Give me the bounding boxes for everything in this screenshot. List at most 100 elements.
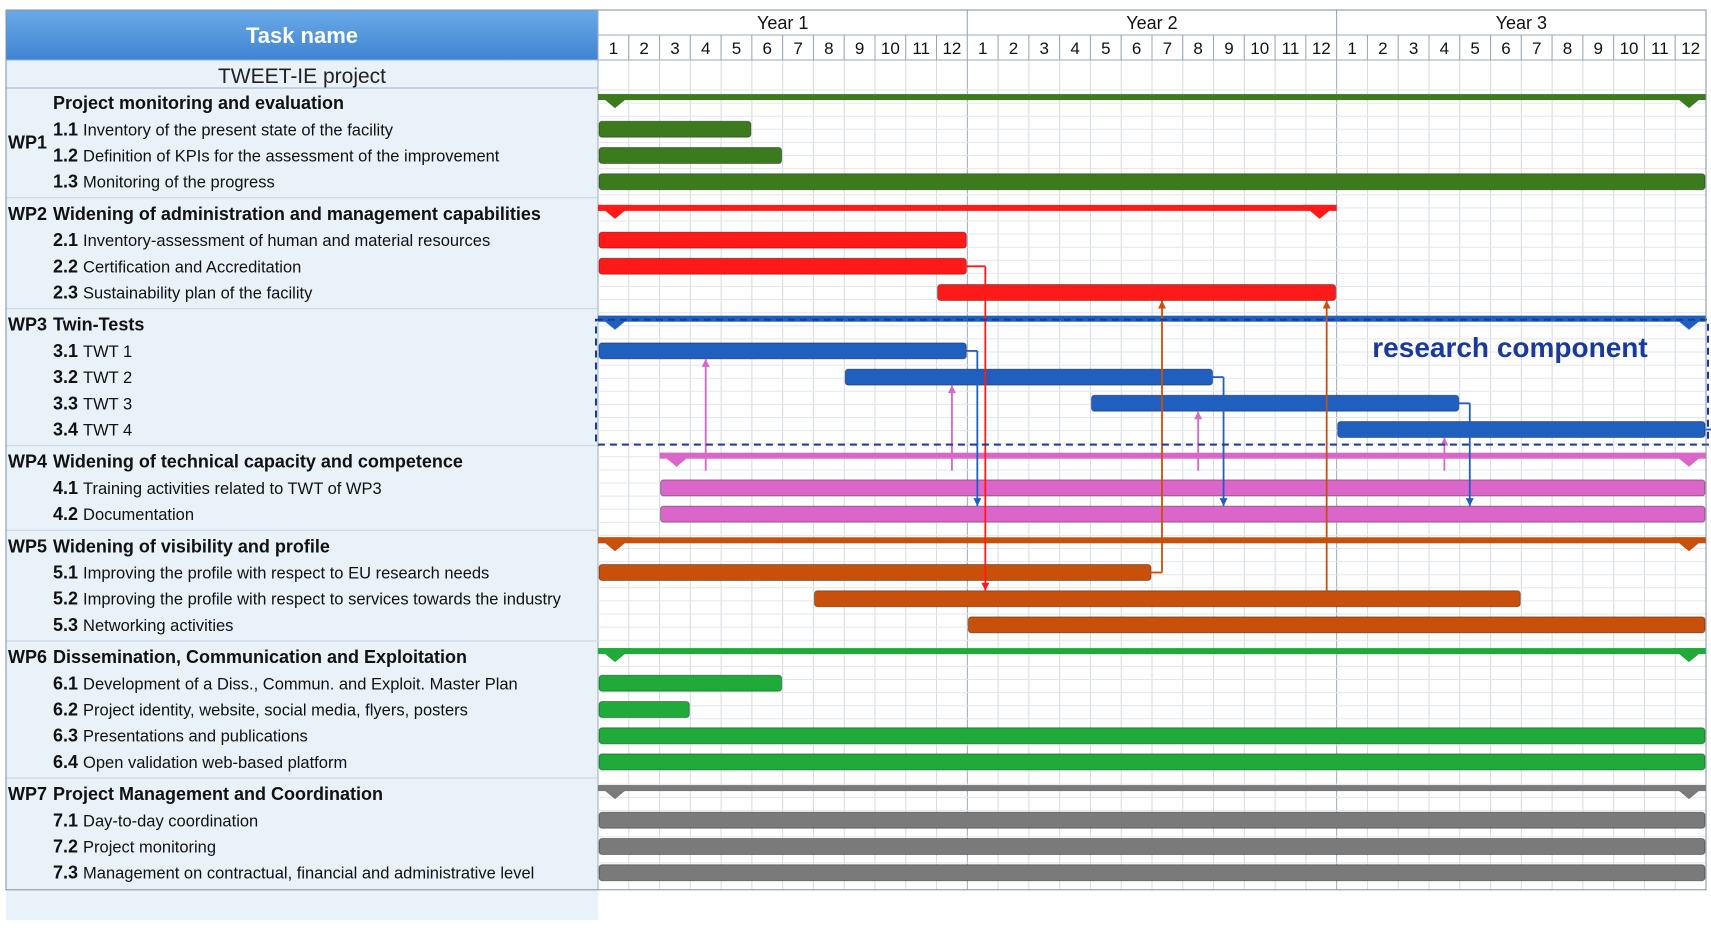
task-bar[interactable] xyxy=(1337,421,1706,438)
month-label: 12 xyxy=(942,39,961,58)
year-label: Year 1 xyxy=(757,13,808,33)
month-header-cell xyxy=(843,34,876,61)
summary-bar xyxy=(598,537,1706,544)
task-label: 5.3 Networking activities xyxy=(53,615,233,635)
month-label: 10 xyxy=(881,39,900,58)
wp-id: WP3 xyxy=(8,315,47,335)
task-bar[interactable] xyxy=(598,231,967,249)
task-label: 1.1 Inventory of the present state of th… xyxy=(53,119,394,139)
month-label: 7 xyxy=(1532,39,1541,58)
dependency-arrows xyxy=(701,265,1711,591)
task-bar[interactable] xyxy=(1090,394,1460,412)
task-bar[interactable] xyxy=(844,368,1214,386)
task-bar[interactable] xyxy=(937,284,1337,301)
summary-bar xyxy=(598,204,1337,211)
task-label: 1.2 Definition of KPIs for the assessmen… xyxy=(53,146,500,166)
month-header-cell xyxy=(1336,34,1368,61)
wp-id: WP4 xyxy=(8,452,47,472)
wp-title: Project monitoring and evaluation xyxy=(53,93,344,113)
month-label: 8 xyxy=(824,39,833,58)
year-label: Year 3 xyxy=(1496,13,1547,33)
month-label: 7 xyxy=(793,39,802,58)
task-bar[interactable] xyxy=(598,674,783,692)
task-bar[interactable] xyxy=(660,479,1706,497)
summary-start-marker xyxy=(659,452,694,467)
wp-title: Widening of administration and managemen… xyxy=(53,204,541,224)
dependency-arrowhead xyxy=(1158,300,1166,309)
month-label: 11 xyxy=(1282,39,1300,58)
month-label: 1 xyxy=(978,39,987,58)
month-header-cell xyxy=(997,34,1030,61)
month-header-cell xyxy=(1551,34,1584,61)
task-bar[interactable] xyxy=(598,342,967,360)
summary-start-marker xyxy=(598,785,632,800)
research-component-frame xyxy=(595,318,1709,446)
task-label: 6.4 Open validation web-based platform xyxy=(53,752,347,772)
month-header-cell xyxy=(1243,34,1276,61)
month-header-cell xyxy=(1059,34,1091,61)
task-rows: WP1 Project monitoring and evaluation 1.1 … xyxy=(6,93,598,883)
wp-title: Project Management and Coordination xyxy=(53,784,383,804)
month-label: 4 xyxy=(1440,39,1449,58)
summary-bar xyxy=(598,94,1706,101)
task-bar[interactable] xyxy=(660,505,1706,523)
month-label: 3 xyxy=(1040,39,1049,58)
month-label: 10 xyxy=(1620,39,1639,58)
task-bar[interactable] xyxy=(813,590,1521,608)
task-label: 3.1 TWT 1 xyxy=(53,341,132,361)
month-label: 5 xyxy=(1470,39,1479,58)
task-panel-background xyxy=(6,60,598,920)
task-label: 4.1 Training activities related to TWT o… xyxy=(53,478,382,498)
task-bar[interactable] xyxy=(598,257,967,275)
month-label: 8 xyxy=(1563,39,1572,58)
task-label: 5.2 Improving the profile with respect t… xyxy=(53,589,562,609)
task-label: 7.3 Management on contractual, financial… xyxy=(53,863,534,883)
month-label: 5 xyxy=(1101,39,1110,58)
month-label: 11 xyxy=(912,39,930,58)
task-bar[interactable] xyxy=(598,811,1706,829)
summary-end-marker xyxy=(1672,648,1706,663)
month-header-cell xyxy=(1366,34,1399,61)
month-label: 9 xyxy=(1594,39,1603,58)
task-label: 3.2 TWT 2 xyxy=(53,367,132,387)
chart-header: Task name TWEET-IE project Year 11 2 3 4 5 6 7… xyxy=(5,9,1707,89)
task-label: 7.1 Day-to-day coordination xyxy=(53,810,258,830)
task-bar[interactable] xyxy=(598,701,690,718)
year-label: Year 2 xyxy=(1126,13,1177,33)
task-bar[interactable] xyxy=(598,727,1706,745)
summary-end-marker xyxy=(1672,785,1706,800)
month-label: 2 xyxy=(639,39,648,58)
task-bar[interactable] xyxy=(598,564,1152,581)
task-label: 5.1 Improving the profile with respect t… xyxy=(53,563,489,583)
task-bar[interactable] xyxy=(598,838,1706,855)
research-component-box: research component xyxy=(595,318,1709,446)
summary-start-marker xyxy=(598,537,632,552)
month-label: 2 xyxy=(1009,39,1018,58)
month-label: 4 xyxy=(1070,39,1079,58)
task-bar[interactable] xyxy=(598,120,752,138)
wp-id: WP1 xyxy=(8,132,47,152)
task-label: 4.2 Documentation xyxy=(53,504,194,524)
task-bar[interactable] xyxy=(598,864,1706,882)
wp-title: Dissemination, Communication and Exploit… xyxy=(53,647,467,667)
task-name-header xyxy=(5,9,599,61)
month-label: 3 xyxy=(670,39,679,58)
month-header-cell xyxy=(597,34,630,61)
task-bar[interactable] xyxy=(598,753,1706,771)
task-name-header-label: Task name xyxy=(246,23,358,48)
month-header-cell xyxy=(1613,34,1645,61)
wp-id: WP7 xyxy=(8,784,47,804)
task-bar[interactable] xyxy=(598,147,783,164)
project-title-cell xyxy=(5,59,599,89)
month-header-cell xyxy=(782,34,814,61)
month-label: 12 xyxy=(1312,39,1331,58)
task-bar[interactable] xyxy=(967,616,1706,634)
month-header-cell xyxy=(1151,34,1184,61)
wp-id: WP6 xyxy=(8,647,47,667)
month-label: 5 xyxy=(732,39,741,58)
summary-bar xyxy=(598,785,1706,792)
month-label: 8 xyxy=(1193,39,1202,58)
task-bar[interactable] xyxy=(598,173,1706,191)
wp-title: Widening of technical capacity and compe… xyxy=(53,452,463,472)
